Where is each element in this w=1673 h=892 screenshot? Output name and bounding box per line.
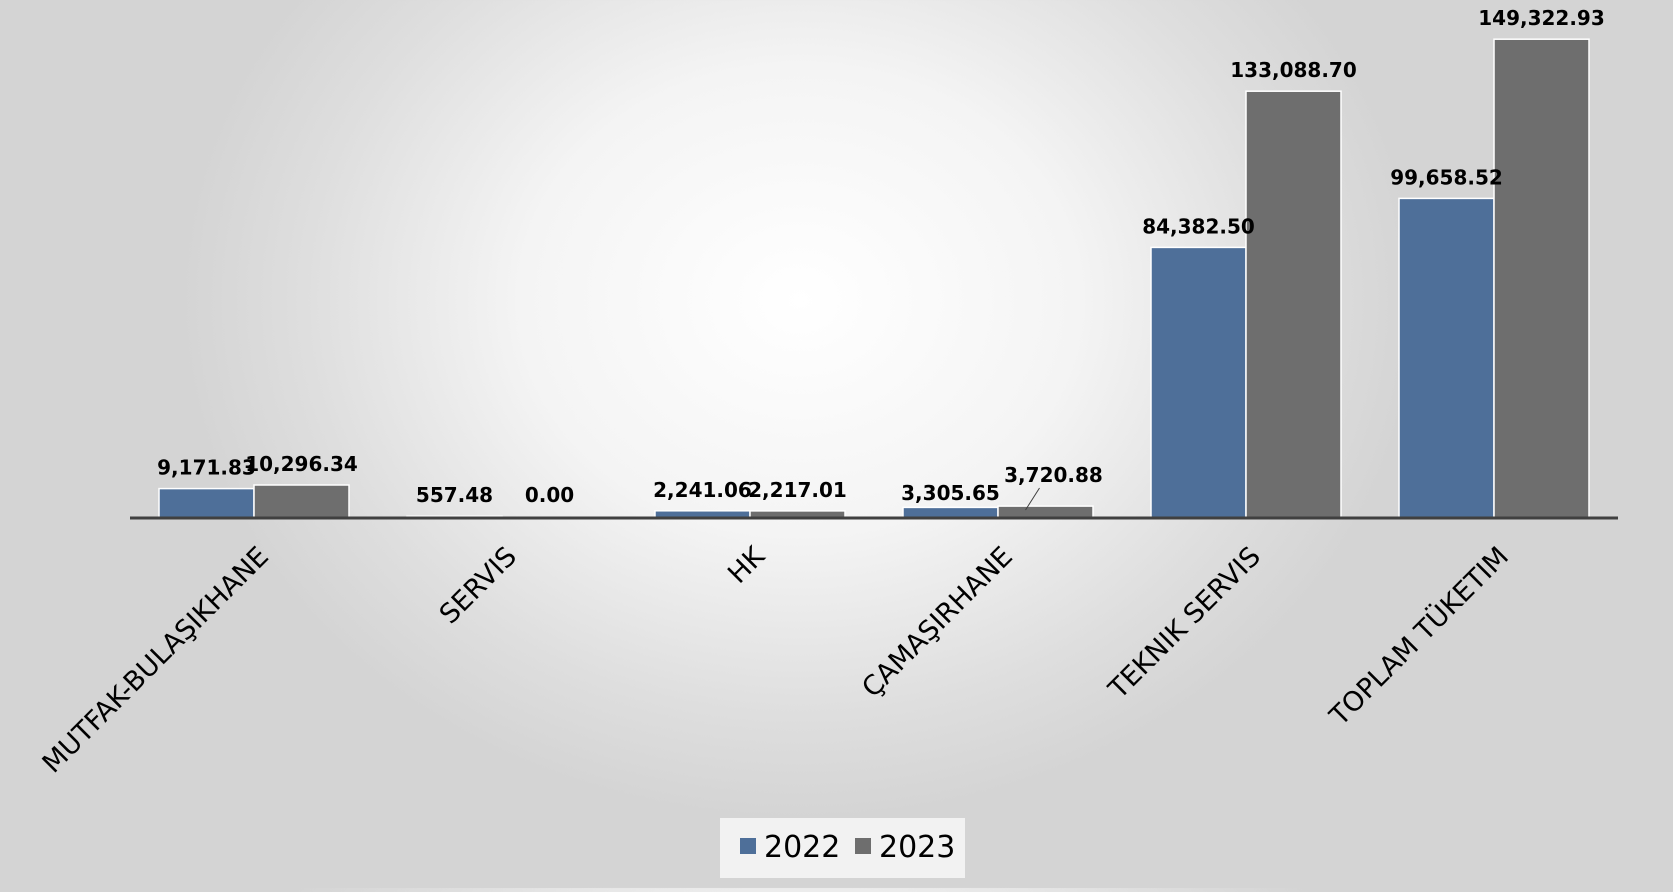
x-tick-label-4: ÇAMAŞIRHANE (856, 541, 1019, 704)
data-label-2022-6: 99,658.52 (1390, 165, 1503, 189)
bar-2023-5 (1245, 90, 1342, 519)
legend-swatch-2022 (740, 838, 756, 854)
data-label-2022-5: 84,382.50 (1142, 214, 1255, 238)
x-tick-label-3: HK (722, 540, 772, 590)
data-label-2022-2: 557.48 (416, 483, 493, 507)
bar-2022-4 (902, 506, 999, 519)
bar-2022-5 (1150, 246, 1247, 519)
data-label-2022-1: 9,171.83 (157, 456, 256, 480)
bar-2023-6 (1493, 38, 1590, 519)
legend-label-2023: 2023 (879, 830, 955, 865)
legend-swatch-2023 (855, 838, 871, 854)
bars-layer (158, 38, 1590, 519)
legend: 2022 2023 (720, 818, 965, 878)
data-label-2023-4: 3,720.88 (1004, 463, 1103, 487)
legend-background (720, 818, 965, 878)
bar-2022-6 (1398, 197, 1495, 519)
x-tick-label-6: TOPLAM TÜKETIM (1323, 540, 1515, 732)
data-label-2023-6: 149,322.93 (1478, 6, 1605, 30)
bar-2023-4 (997, 505, 1094, 519)
x-tick-label-2: SERVIS (434, 541, 523, 630)
x-tick-labels-layer: MUTFAK-BULAŞIKHANE SERVIS HK ÇAMAŞIRHANE TEK… (37, 540, 1515, 779)
data-label-2023-2: 0.00 (525, 483, 574, 507)
bar-2023-1 (253, 484, 350, 519)
data-label-2023-5: 133,088.70 (1230, 58, 1357, 82)
x-tick-label-5: TEKNIK SERVIS (1102, 541, 1267, 706)
data-label-2023-1: 10,296.34 (245, 452, 358, 476)
bar-2022-1 (158, 487, 255, 519)
data-label-2023-3: 2,217.01 (748, 478, 847, 502)
leader-line-2023-4 (1025, 487, 1040, 511)
legend-label-2022: 2022 (764, 830, 840, 865)
data-label-2022-3: 2,241.06 (653, 478, 752, 502)
x-tick-label-1: MUTFAK-BULAŞIKHANE (37, 541, 275, 779)
data-label-2022-4: 3,305.65 (901, 481, 1000, 505)
